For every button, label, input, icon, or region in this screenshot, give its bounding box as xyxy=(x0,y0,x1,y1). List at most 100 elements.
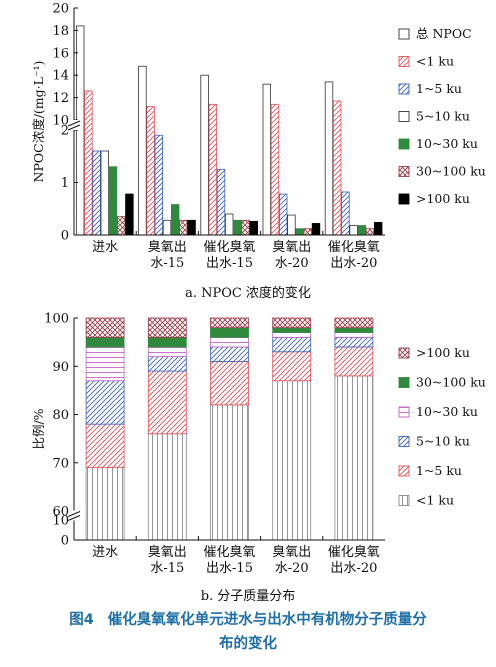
bar-5-10-ku xyxy=(224,213,234,236)
bar-30-100-ku xyxy=(365,228,375,236)
bar-5-10-ku xyxy=(100,150,109,236)
bar-seg-100-ku xyxy=(334,317,374,329)
bar-1-5-ku xyxy=(278,193,288,236)
bar-seg-10-30-ku xyxy=(272,332,312,338)
y-tick-label: 0 xyxy=(61,534,69,549)
bar-1-5-ku xyxy=(92,150,101,236)
bar-100-ku xyxy=(373,221,383,236)
legend-label: 5~10 ku xyxy=(416,109,470,124)
category-label: 臭氧出 xyxy=(148,240,187,255)
bar-seg-1-ku xyxy=(85,467,125,541)
bar-seg-1-5-ku xyxy=(85,423,125,468)
bar-1-ku xyxy=(270,103,280,236)
bar-npoc xyxy=(324,81,334,236)
y-tick-label: 10 xyxy=(52,114,69,129)
bar-seg-10-30-ku xyxy=(334,332,374,338)
legend-label: >100 ku xyxy=(416,191,470,206)
bar-seg-30-100-ku xyxy=(147,336,187,348)
category-label: 水-15 xyxy=(150,561,184,576)
y-tick-label: 2 xyxy=(61,124,69,139)
bar-npoc xyxy=(262,83,271,236)
legend-swatch-1-ku xyxy=(398,56,410,67)
bar-seg-30-100-ku xyxy=(85,336,125,348)
bar-seg-1-5-ku xyxy=(334,346,374,377)
bar-30-100-ku xyxy=(241,219,250,236)
legend-label: 5~10 ku xyxy=(416,434,470,449)
bar-5-10-ku xyxy=(162,219,172,236)
category-label: 水-20 xyxy=(275,561,309,576)
legend-label: 30~100 ku xyxy=(416,375,486,390)
axis-break-mark xyxy=(67,120,81,131)
category-label: 进水 xyxy=(92,240,118,255)
bar-10-30-ku xyxy=(295,228,304,236)
category-label: 水-20 xyxy=(275,256,309,271)
bar-1-5-ku xyxy=(341,191,350,236)
bar-10-30-ku xyxy=(357,225,366,236)
legend-label: <1 ku xyxy=(416,54,454,69)
category-label: 出水-20 xyxy=(330,561,377,576)
figure-caption: 图4 催化臭氧氧化单元进水与出水中有机物分子质量分 布的变化 xyxy=(0,608,496,656)
bar-seg-100-ku xyxy=(147,317,187,338)
legend-swatch-1-ku xyxy=(398,495,410,506)
bar-30-100-ku xyxy=(179,219,188,236)
bar-npoc xyxy=(200,74,209,236)
bar-100-ku xyxy=(249,220,258,236)
bar-5-10-ku xyxy=(349,225,358,236)
y-tick-label: 0 xyxy=(61,229,69,244)
y-tick-label: 70 xyxy=(52,456,69,471)
legend-label: 1~5 ku xyxy=(416,463,462,478)
bar-30-100-ku xyxy=(117,216,126,236)
bar-1-ku xyxy=(146,106,155,236)
legend-swatch-npoc xyxy=(398,28,410,40)
category-label: 出水-15 xyxy=(206,256,253,271)
bar-seg-30-100-ku xyxy=(272,327,312,333)
category-label: 催化臭氧 xyxy=(203,240,255,255)
bar-seg-10-30-ku xyxy=(210,336,249,348)
bar-seg-5-10-ku xyxy=(272,336,312,353)
category-label: 臭氧出 xyxy=(148,545,187,560)
figure-caption-line2: 布的变化 xyxy=(219,636,277,652)
bar-1-5-ku xyxy=(154,134,163,236)
bar-seg-5-10-ku xyxy=(85,380,125,425)
bar-seg-30-100-ku xyxy=(334,327,374,333)
bar-seg-10-30-ku xyxy=(147,346,187,358)
category-label: 催化臭氧 xyxy=(328,545,380,560)
y-tick-label: 80 xyxy=(52,408,69,423)
bar-30-100-ku xyxy=(303,228,312,236)
legend-label: 总 NPOC xyxy=(416,26,472,41)
bar-seg-5-10-ku xyxy=(147,356,187,372)
y-tick-label: 90 xyxy=(52,360,69,375)
bar-1-ku xyxy=(332,100,342,236)
bar-seg-100-ku xyxy=(85,317,125,338)
category-label: 催化臭氧 xyxy=(328,240,380,255)
axis-break-mark xyxy=(67,511,81,521)
chart-b-caption: b. 分子质量分布 xyxy=(200,589,296,604)
bar-seg-1-5-ku xyxy=(147,370,187,435)
bar-npoc xyxy=(138,65,147,236)
bar-seg-5-10-ku xyxy=(210,346,249,362)
legend-swatch-30-100-ku xyxy=(398,166,410,177)
bar-seg-100-ku xyxy=(272,317,312,329)
bar-seg-5-10-ku xyxy=(334,336,374,348)
legend-swatch-30-100-ku xyxy=(398,377,410,388)
bar-1-5-ku xyxy=(216,168,226,236)
y-tick-label: 100 xyxy=(44,312,69,327)
bar-seg-100-ku xyxy=(210,317,249,329)
figure-caption-line1: 催化臭氧氧化单元进水与出水中有机物分子质量分 xyxy=(107,612,427,628)
bar-seg-1-ku xyxy=(334,375,374,541)
category-label: 臭氧出 xyxy=(272,545,311,560)
legend-swatch-10-30-ku xyxy=(398,406,410,418)
category-label: 水-15 xyxy=(150,256,184,271)
y-tick-label: 60 xyxy=(52,505,69,520)
y-axis-title: NPOC浓度/(mg·L⁻¹) xyxy=(31,61,46,183)
bar-seg-1-5-ku xyxy=(272,351,312,382)
category-label: 出水-15 xyxy=(206,561,253,576)
bar-10-30-ku xyxy=(170,204,180,236)
bar-seg-1-ku xyxy=(210,404,249,541)
figure-number: 图4 xyxy=(69,612,94,628)
y-tick-label: 20 xyxy=(52,2,69,17)
legend-label: 1~5 ku xyxy=(416,81,462,96)
legend-swatch-1-5-ku xyxy=(398,83,410,95)
bar-seg-1-ku xyxy=(147,433,187,541)
